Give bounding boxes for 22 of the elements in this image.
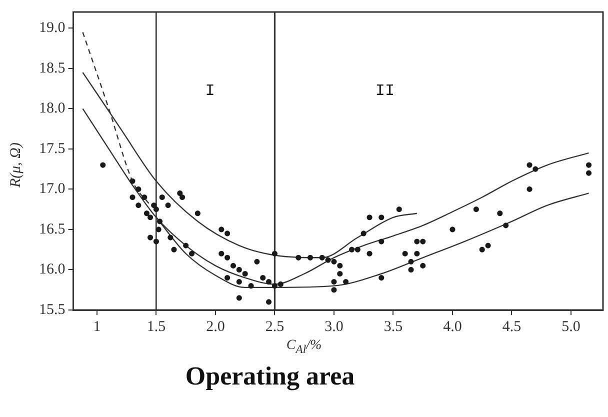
y-tick-label: 18.5 (39, 60, 66, 76)
y-axis-title: R(μ, Ω) (8, 142, 25, 188)
x-tick-label: 5.0 (562, 318, 580, 335)
y-tick-label: 18.0 (39, 100, 66, 117)
x-tick-label: 3.0 (324, 318, 344, 335)
y-tick-label: 15.5 (39, 302, 66, 318)
annotation: II (375, 82, 395, 100)
text: Operating area (185, 362, 355, 391)
x-tick-label: 4.5 (502, 318, 522, 335)
y-tick-label: 17.5 (39, 140, 66, 157)
x-tick-label: 4.0 (443, 318, 462, 335)
annotation: I (205, 82, 215, 100)
x-tick-label: 1.5 (146, 318, 166, 335)
x-tick-label: 2.0 (206, 318, 225, 335)
y-tick-label: 16.5 (39, 221, 66, 238)
y-tick-label: 19.0 (39, 20, 66, 36)
x-tick-label: 1 (93, 318, 101, 335)
x-tick-label: 2.5 (265, 318, 284, 335)
x-axis-title: C$_{Al}$/% (285, 338, 323, 356)
y-tick-label: 16.0 (39, 262, 66, 278)
x-tick-label: 3.5 (384, 318, 403, 335)
y-tick-label: 17.0 (39, 181, 66, 198)
